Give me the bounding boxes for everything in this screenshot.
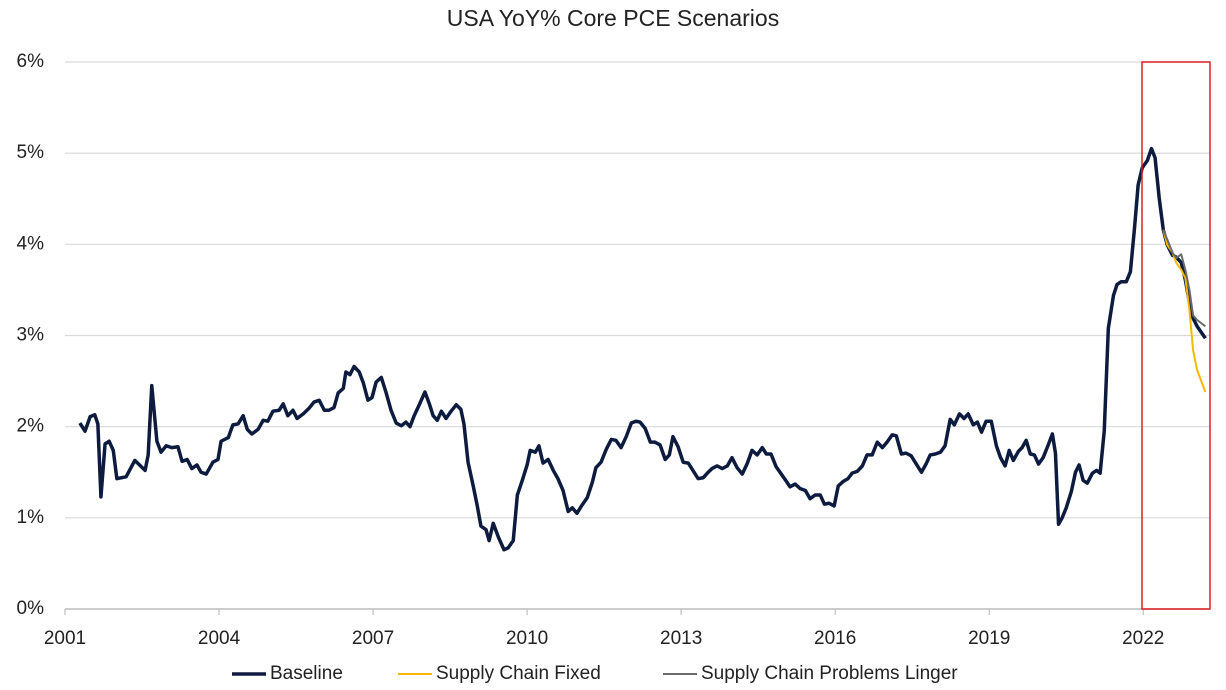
y-tick-label: 2%	[17, 416, 45, 437]
y-tick-label: 0%	[17, 598, 45, 619]
series-line	[1162, 229, 1206, 328]
grid: 0% 1% 2% 3% 4% 5% 6% 2001 2004 2007 2010 2013 2016 20…	[17, 51, 1210, 649]
y-tick-label: 4%	[17, 233, 45, 254]
x-tick-label: 2004	[198, 628, 241, 649]
y-tick-label: 6%	[17, 51, 45, 72]
x-tick-label: 2016	[814, 628, 856, 649]
y-tick-label: 3%	[17, 325, 45, 346]
x-tick-label: 2019	[968, 628, 1010, 649]
x-tick-label: 2022	[1122, 628, 1164, 649]
legend: Baseline Supply Chain Fixed Supply Chain P…	[232, 663, 958, 684]
chart-title: USA YoY% Core PCE Scenarios	[447, 5, 779, 31]
x-tick-label: 2001	[44, 628, 86, 649]
series-line	[78, 146, 1207, 552]
y-tick-label: 1%	[17, 507, 45, 528]
legend-label: Supply Chain Fixed	[436, 663, 601, 684]
legend-label: Supply Chain Problems Linger	[701, 663, 958, 684]
lines	[78, 146, 1207, 552]
y-tick-label: 5%	[17, 142, 45, 163]
series-line	[1162, 229, 1207, 393]
highlight-box	[1141, 61, 1211, 610]
x-tick-label: 2007	[352, 628, 394, 649]
x-tick-label: 2010	[506, 628, 548, 649]
legend-label: Baseline	[270, 663, 343, 684]
x-tick-label: 2013	[660, 628, 702, 649]
